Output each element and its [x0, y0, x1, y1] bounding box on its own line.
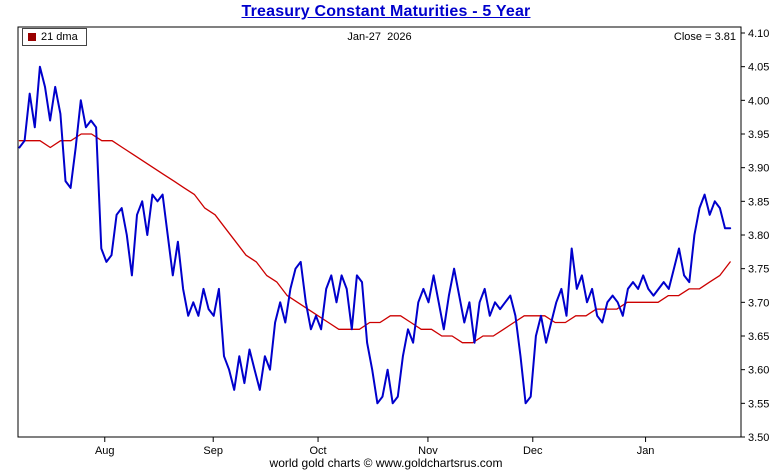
y-tick-label: 4.00	[748, 95, 769, 107]
y-tick-label: 3.70	[748, 297, 769, 309]
y-tick-label: 3.95	[748, 129, 769, 141]
legend-swatch	[28, 33, 36, 41]
y-tick-label: 3.75	[748, 264, 769, 276]
y-tick-label: 4.05	[748, 62, 769, 74]
plot-border	[17, 26, 742, 438]
legend-label: 21 dma	[41, 31, 78, 43]
y-tick-label: 3.55	[748, 398, 769, 410]
chart-footer: world gold charts © www.goldchartsrus.co…	[269, 456, 503, 470]
x-month-label: Oct	[309, 445, 326, 457]
y-tick-label: 3.65	[748, 331, 769, 343]
chart-title: Treasury Constant Maturities - 5 Year	[241, 3, 531, 20]
x-month-label: Aug	[95, 445, 115, 457]
date-label: Jan-27 2026	[347, 31, 412, 43]
five-year-yield-line	[18, 65, 732, 405]
y-tick-label: 3.80	[748, 230, 769, 242]
x-month-label: Dec	[523, 445, 543, 457]
x-month-label: Sep	[203, 445, 223, 457]
close-label: Close = 3.81	[673, 31, 736, 43]
x-month-label: Jan	[637, 445, 655, 457]
y-tick-label: 3.85	[748, 196, 769, 208]
y-tick-label: 3.90	[748, 163, 769, 175]
y-tick-label: 4.10	[748, 28, 769, 40]
y-tick-label: 3.60	[748, 365, 769, 377]
y-tick-label: 3.50	[748, 432, 769, 444]
legend-box: 21 dma	[22, 28, 87, 46]
x-month-label: Nov	[418, 445, 438, 457]
dma-21-line	[18, 133, 731, 344]
